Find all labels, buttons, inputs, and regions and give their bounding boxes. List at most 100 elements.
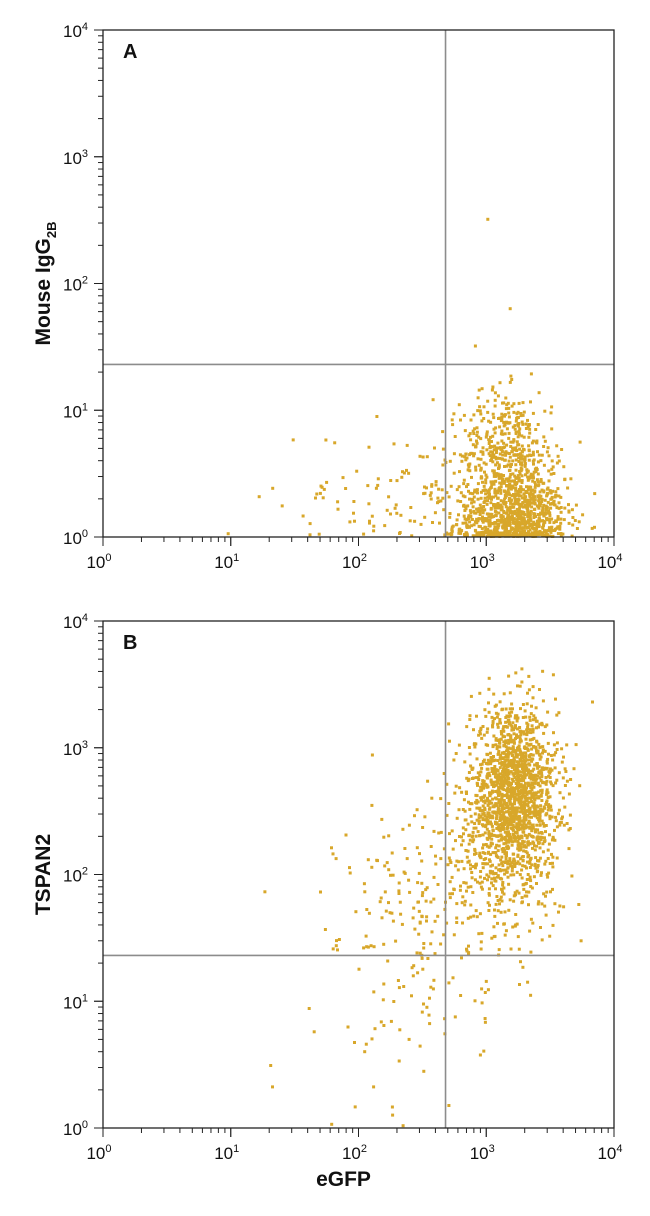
event-dot [413, 519, 417, 523]
y-tick-base: 10 [63, 867, 82, 886]
event-dot [524, 737, 528, 741]
event-dot [488, 869, 492, 873]
event-dot [363, 1050, 367, 1054]
event-dot [510, 866, 514, 870]
event-dot [487, 909, 491, 912]
event-dot [529, 742, 533, 746]
event-dot [485, 785, 489, 789]
event-dot [468, 802, 472, 806]
event-dot [472, 523, 476, 527]
event-dot [467, 746, 471, 749]
event-dot [536, 750, 540, 754]
event-dot [519, 845, 523, 849]
event-dot [479, 533, 483, 537]
event-dot [416, 881, 420, 885]
event-dot [503, 760, 507, 764]
x-tick-exponent: 2 [361, 1143, 367, 1155]
event-dot [493, 391, 497, 395]
event-dot [417, 909, 421, 913]
event-dot [550, 459, 554, 463]
event-dot [526, 758, 530, 762]
event-dot [523, 812, 527, 816]
event-dot [504, 852, 508, 855]
event-dot [520, 896, 524, 900]
event-dot [487, 892, 491, 895]
event-dot [514, 446, 518, 450]
event-dot [495, 797, 499, 801]
event-dot [499, 432, 503, 436]
event-dot [481, 862, 485, 866]
event-dot [467, 842, 471, 846]
event-dot [500, 795, 504, 799]
event-dot [545, 766, 549, 770]
event-dot [271, 486, 275, 490]
event-dot [415, 846, 419, 850]
event-dot [501, 883, 505, 887]
event-dot [493, 530, 497, 534]
event-dot [376, 859, 379, 863]
event-dot [519, 457, 523, 461]
event-dot [526, 980, 530, 984]
event-dot [520, 809, 524, 813]
event-dot [544, 859, 548, 863]
event-dot [496, 768, 500, 772]
event-dot [506, 401, 510, 405]
event-dot [500, 887, 503, 891]
event-dot [478, 409, 482, 413]
event-dot [527, 688, 531, 692]
event-dot [482, 505, 486, 508]
event-dot [571, 516, 575, 519]
event-dot [529, 454, 533, 457]
event-dot [480, 527, 484, 531]
event-dot [551, 501, 555, 505]
event-dot [432, 897, 436, 901]
event-dot [472, 534, 476, 538]
x-tick-exponent: 4 [616, 1143, 622, 1155]
event-dot [530, 526, 534, 530]
event-dot [545, 761, 549, 765]
event-dot [461, 494, 465, 498]
event-dot [541, 842, 545, 846]
event-dot [497, 511, 501, 515]
event-dot [555, 778, 559, 782]
event-dot [593, 525, 596, 529]
event-dot [478, 1053, 482, 1057]
event-dot [547, 806, 551, 810]
event-dot [457, 860, 461, 864]
event-dot [475, 757, 479, 761]
x-axis-label: eGFP [316, 1168, 371, 1191]
event-dot [385, 861, 389, 865]
event-dot [471, 777, 474, 780]
event-dot [477, 932, 481, 936]
y-tick-exponent: 2 [82, 275, 88, 287]
event-dot [526, 510, 530, 514]
event-dot [527, 458, 531, 462]
event-dot [591, 700, 594, 704]
event-dot [528, 866, 532, 869]
event-dot [475, 517, 479, 521]
event-dot [548, 934, 552, 938]
event-dot [474, 793, 478, 797]
event-dot [482, 843, 485, 847]
event-dot [488, 858, 491, 862]
event-dot [528, 494, 532, 498]
event-dot [530, 829, 534, 833]
event-dot [515, 416, 519, 420]
event-dot [552, 753, 556, 757]
event-dot [402, 471, 406, 475]
event-dot [494, 446, 498, 450]
event-dot [536, 480, 540, 484]
event-dot [531, 804, 535, 808]
event-dot [454, 752, 458, 755]
event-dot [550, 502, 554, 505]
event-dot [393, 506, 397, 510]
event-dot [516, 840, 520, 844]
event-dot [567, 792, 571, 796]
x-tick-label: 104 [597, 1143, 622, 1163]
event-dot [489, 762, 493, 766]
event-dot [557, 459, 561, 463]
event-dot [502, 751, 506, 755]
event-dot [518, 740, 522, 744]
event-dot [532, 767, 536, 771]
event-dot [533, 844, 536, 848]
